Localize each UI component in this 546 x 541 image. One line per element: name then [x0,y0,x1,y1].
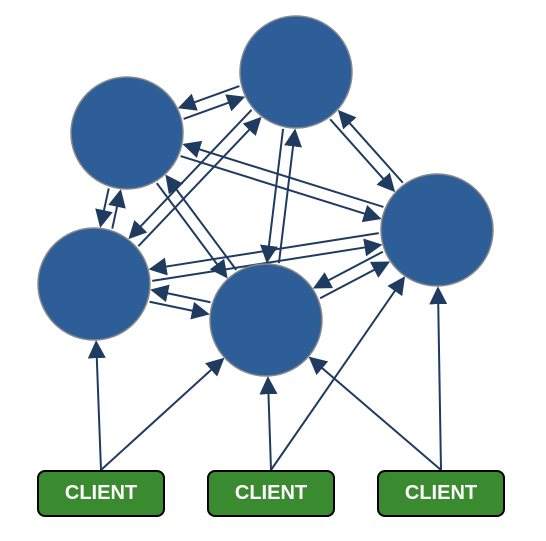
server-node-n2 [381,174,493,286]
client-edge-c2-n4 [310,358,441,470]
client-edge-c0-n4 [101,359,223,470]
edge-n3-n1 [112,191,120,229]
server-node-n0 [240,16,352,128]
edge-n4-n3 [152,290,210,302]
edge-n2-n0 [339,111,403,182]
edge-n0-n2 [330,119,394,190]
server-node-n3 [38,228,150,340]
edge-n3-n4 [150,302,208,314]
edge-n4-n1 [166,176,236,270]
server-node-n1 [71,77,183,189]
client-edge-c0-n3 [96,342,101,470]
edge-n1-n3 [101,188,109,226]
edge-n0-n1 [180,86,240,108]
client-label: CLIENT [235,482,307,505]
server-node-n4 [210,264,322,376]
client-label: CLIENT [405,482,477,505]
edge-n1-n2 [181,156,380,218]
client-box-c2: CLIENT [377,470,505,517]
network-diagram [0,0,546,541]
client-edge-c2-n2 [438,288,441,470]
client-box-c0: CLIENT [37,470,165,517]
client-edge-c1-n4 [268,378,271,470]
client-label: CLIENT [65,482,137,505]
client-box-c1: CLIENT [207,470,335,517]
edge-n1-n0 [184,97,244,119]
edge-n2-n1 [184,145,383,207]
